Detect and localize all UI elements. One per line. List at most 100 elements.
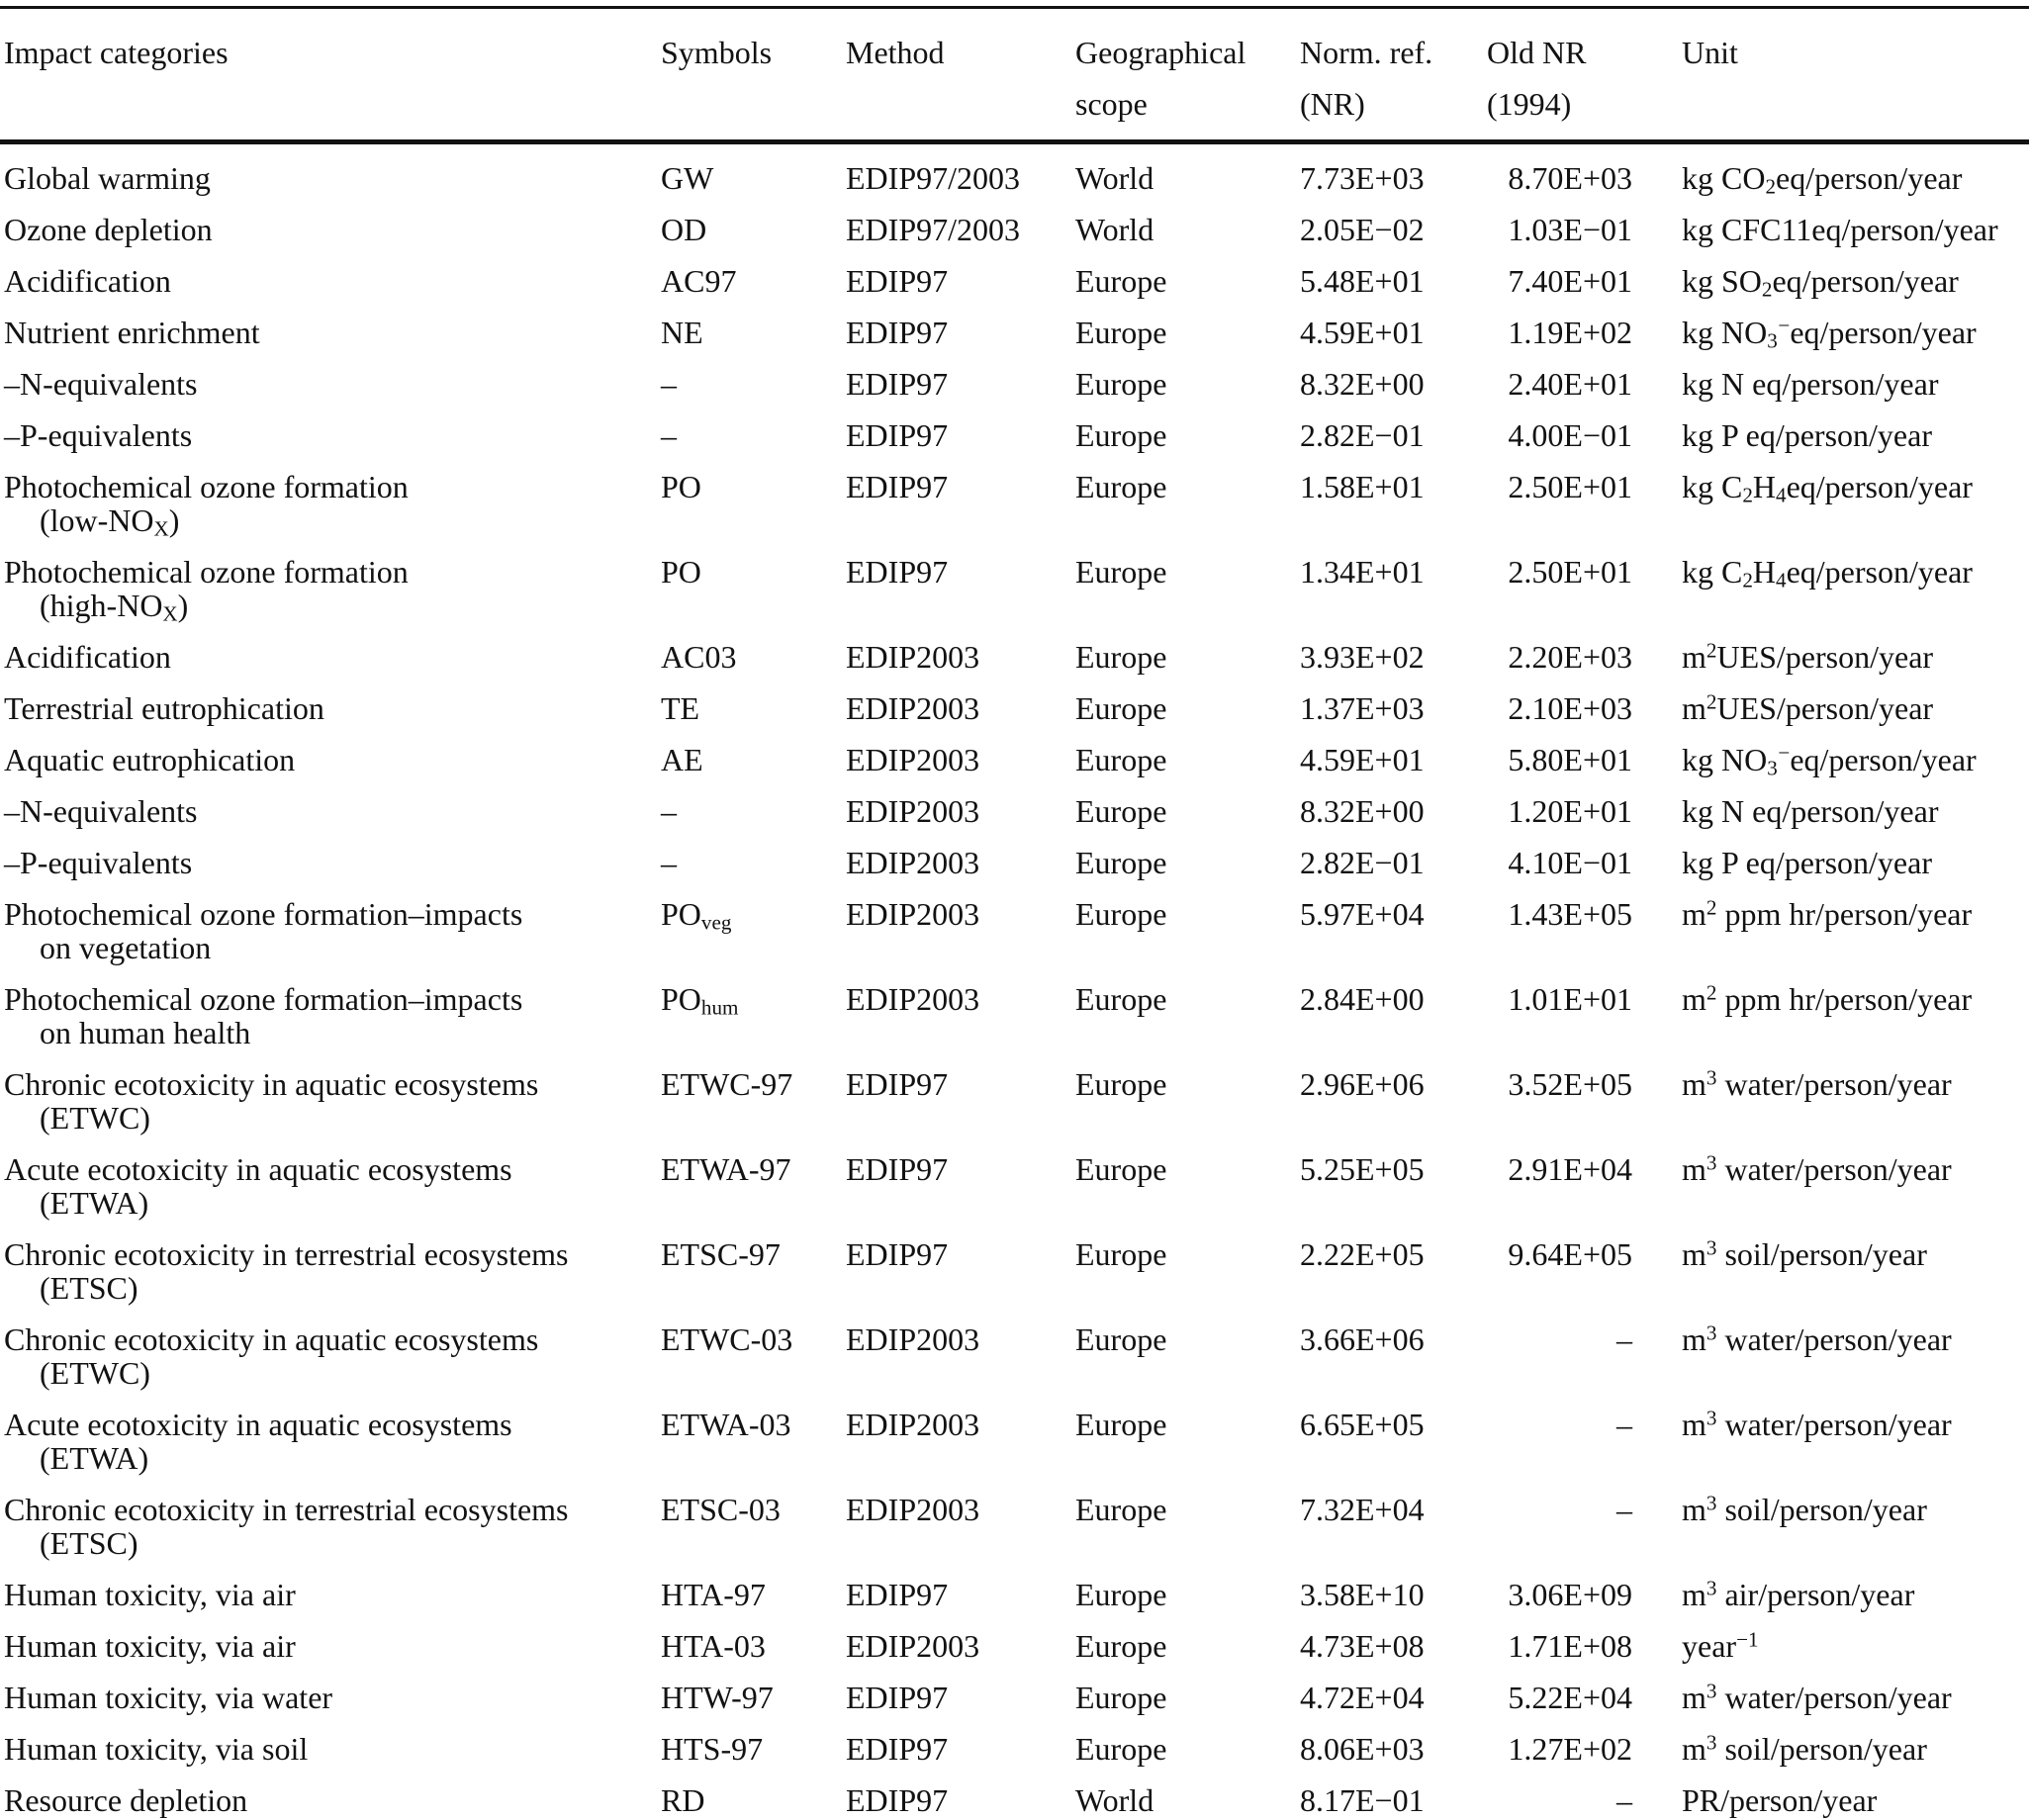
- cell-impact-category: Photochemical ozone formation (low-NOX): [0, 470, 661, 539]
- cell-norm-ref: 2.84E+00: [1300, 981, 1425, 1017]
- table-row: Photochemical ozone formation–impacts on …: [0, 888, 2029, 973]
- impact-category-line: Acidification: [4, 263, 171, 299]
- cell-unit: m2UES/person/year: [1682, 689, 1934, 726]
- impact-category-line: Acute ecotoxicity in aquatic ecosystems: [4, 1151, 512, 1187]
- impact-category-line: Global warming: [4, 160, 211, 196]
- cell-method: EDIP2003: [846, 981, 980, 1017]
- cell-impact-category: –N-equivalents: [0, 367, 661, 401]
- cell-impact-category: Global warming: [0, 161, 661, 195]
- impact-category-line: on vegetation: [40, 930, 212, 965]
- cell-method: EDIP97: [846, 1151, 949, 1187]
- cell-unit: m3 water/person/year: [1682, 1150, 1952, 1187]
- cell-norm-ref: 4.73E+08: [1300, 1628, 1425, 1664]
- cell-unit: m3 soil/person/year: [1682, 1235, 1927, 1272]
- cell-impact-category: Acute ecotoxicity in aquatic ecosystems(…: [0, 1152, 661, 1220]
- cell-unit: year−1: [1682, 1627, 1759, 1664]
- cell-norm-ref: 5.48E+01: [1300, 263, 1425, 299]
- cell-geographical-scope: Europe: [1075, 1680, 1167, 1715]
- table-row: Photochemical ozone formation (high-NOX) P…: [0, 546, 2029, 631]
- impact-category-line: Human toxicity, via air: [4, 1628, 296, 1664]
- impact-category-line: Photochemical ozone formation–impacts: [4, 981, 523, 1017]
- cell-unit: m3 water/person/year: [1682, 1679, 1952, 1715]
- impact-category-line: (ETSC): [40, 1270, 138, 1306]
- cell-method: EDIP97: [846, 554, 949, 590]
- impact-category-line: (high-NOX): [40, 588, 189, 626]
- cell-norm-ref: 8.06E+03: [1300, 1731, 1425, 1767]
- cell-geographical-scope: World: [1075, 212, 1154, 247]
- cell-old-nr: 2.50E+01: [1508, 469, 1632, 504]
- cell-unit: kg SO2eq/person/year: [1682, 263, 1959, 302]
- cell-geographical-scope: Europe: [1075, 1151, 1167, 1187]
- impact-category-line: Chronic ecotoxicity in terrestrial ecosy…: [4, 1492, 569, 1527]
- cell-old-nr: 5.22E+04: [1508, 1680, 1632, 1715]
- impact-category-line: Acute ecotoxicity in aquatic ecosystems: [4, 1407, 512, 1442]
- cell-old-nr: 1.71E+08: [1508, 1628, 1632, 1664]
- cell-geographical-scope: Europe: [1075, 315, 1167, 350]
- table-row: Terrestrial eutrophication TE EDIP2003 Euro…: [0, 682, 2029, 734]
- cell-impact-category: –P-equivalents: [0, 418, 661, 452]
- impact-category-line: –N-equivalents: [4, 793, 198, 829]
- cell-method: EDIP2003: [846, 845, 980, 880]
- column-header-norm-ref: Norm. ref. (NR): [1300, 27, 1487, 130]
- cell-geographical-scope: Europe: [1075, 1492, 1167, 1527]
- table-row: Acidification AC97 EDIP97 Europe 5.48E+01 7.4…: [0, 255, 2029, 307]
- cell-impact-category: Chronic ecotoxicity in terrestrial ecosy…: [0, 1493, 661, 1560]
- table-row: Chronic ecotoxicity in terrestrial ecosy…: [0, 1228, 2029, 1314]
- cell-old-nr: 7.40E+01: [1508, 263, 1632, 299]
- cell-norm-ref: 5.25E+05: [1300, 1151, 1425, 1187]
- cell-norm-ref: 2.05E−02: [1300, 212, 1425, 247]
- cell-method: EDIP2003: [846, 690, 980, 726]
- cell-unit: kg P eq/person/year: [1682, 845, 1932, 880]
- cell-impact-category: Human toxicity, via air: [0, 1578, 661, 1611]
- cell-norm-ref: 1.34E+01: [1300, 554, 1425, 590]
- cell-method: EDIP97/2003: [846, 160, 1020, 196]
- impact-category-line: (ETWC): [40, 1100, 150, 1136]
- cell-symbol: HTS-97: [661, 1731, 764, 1767]
- table-row: Acute ecotoxicity in aquatic ecosystems(…: [0, 1143, 2029, 1228]
- cell-method: EDIP97/2003: [846, 212, 1020, 247]
- column-header-line: scope: [1075, 86, 1148, 122]
- cell-unit: m3 soil/person/year: [1682, 1491, 1927, 1527]
- cell-norm-ref: 2.82E−01: [1300, 417, 1425, 453]
- cell-old-nr: 1.19E+02: [1508, 315, 1632, 350]
- impact-category-line: Aquatic eutrophication: [4, 742, 296, 777]
- cell-norm-ref: 4.59E+01: [1300, 742, 1425, 777]
- cell-norm-ref: 2.82E−01: [1300, 845, 1425, 880]
- cell-symbol: NE: [661, 315, 703, 350]
- cell-old-nr: 2.20E+03: [1508, 639, 1632, 675]
- cell-old-nr: –: [1616, 1492, 1632, 1527]
- column-header-geographical-scope: Geographical scope: [1075, 27, 1300, 130]
- impact-category-line: –N-equivalents: [4, 366, 198, 402]
- cell-unit: kg NO3−eq/person/year: [1682, 314, 1977, 353]
- table-row: Photochemical ozone formation–impacts on …: [0, 973, 2029, 1058]
- cell-norm-ref: 3.58E+10: [1300, 1577, 1425, 1612]
- table-row: Ozone depletion OD EDIP97/2003 World 2.05E−0…: [0, 204, 2029, 255]
- cell-method: EDIP2003: [846, 1628, 980, 1664]
- cell-geographical-scope: World: [1075, 1782, 1154, 1818]
- cell-impact-category: –P-equivalents: [0, 846, 661, 879]
- cell-impact-category: Terrestrial eutrophication: [0, 691, 661, 725]
- cell-method: EDIP97: [846, 1782, 949, 1818]
- cell-geographical-scope: Europe: [1075, 1321, 1167, 1357]
- table-row: Human toxicity, via soil HTS-97 EDIP97 Euro…: [0, 1723, 2029, 1774]
- cell-method: EDIP97: [846, 469, 949, 504]
- cell-geographical-scope: Europe: [1075, 742, 1167, 777]
- cell-symbol: –: [661, 366, 677, 402]
- cell-symbol: ETWC-97: [661, 1066, 793, 1102]
- cell-old-nr: –: [1616, 1407, 1632, 1442]
- cell-method: EDIP2003: [846, 896, 980, 932]
- cell-norm-ref: 3.93E+02: [1300, 639, 1425, 675]
- cell-symbol: HTA-97: [661, 1577, 766, 1612]
- impact-category-line: Ozone depletion: [4, 212, 213, 247]
- cell-norm-ref: 3.66E+06: [1300, 1321, 1425, 1357]
- cell-unit: m3 water/person/year: [1682, 1406, 1952, 1442]
- cell-symbol: GW: [661, 160, 714, 196]
- impact-category-line: –P-equivalents: [4, 845, 193, 880]
- table-row: Aquatic eutrophication AE EDIP2003 Europe 4.…: [0, 734, 2029, 785]
- cell-norm-ref: 4.59E+01: [1300, 315, 1425, 350]
- cell-norm-ref: 8.17E−01: [1300, 1782, 1425, 1818]
- impact-category-line: Nutrient enrichment: [4, 315, 260, 350]
- cell-old-nr: 4.00E−01: [1508, 417, 1632, 453]
- cell-geographical-scope: Europe: [1075, 1577, 1167, 1612]
- cell-impact-category: Chronic ecotoxicity in terrestrial ecosy…: [0, 1237, 661, 1305]
